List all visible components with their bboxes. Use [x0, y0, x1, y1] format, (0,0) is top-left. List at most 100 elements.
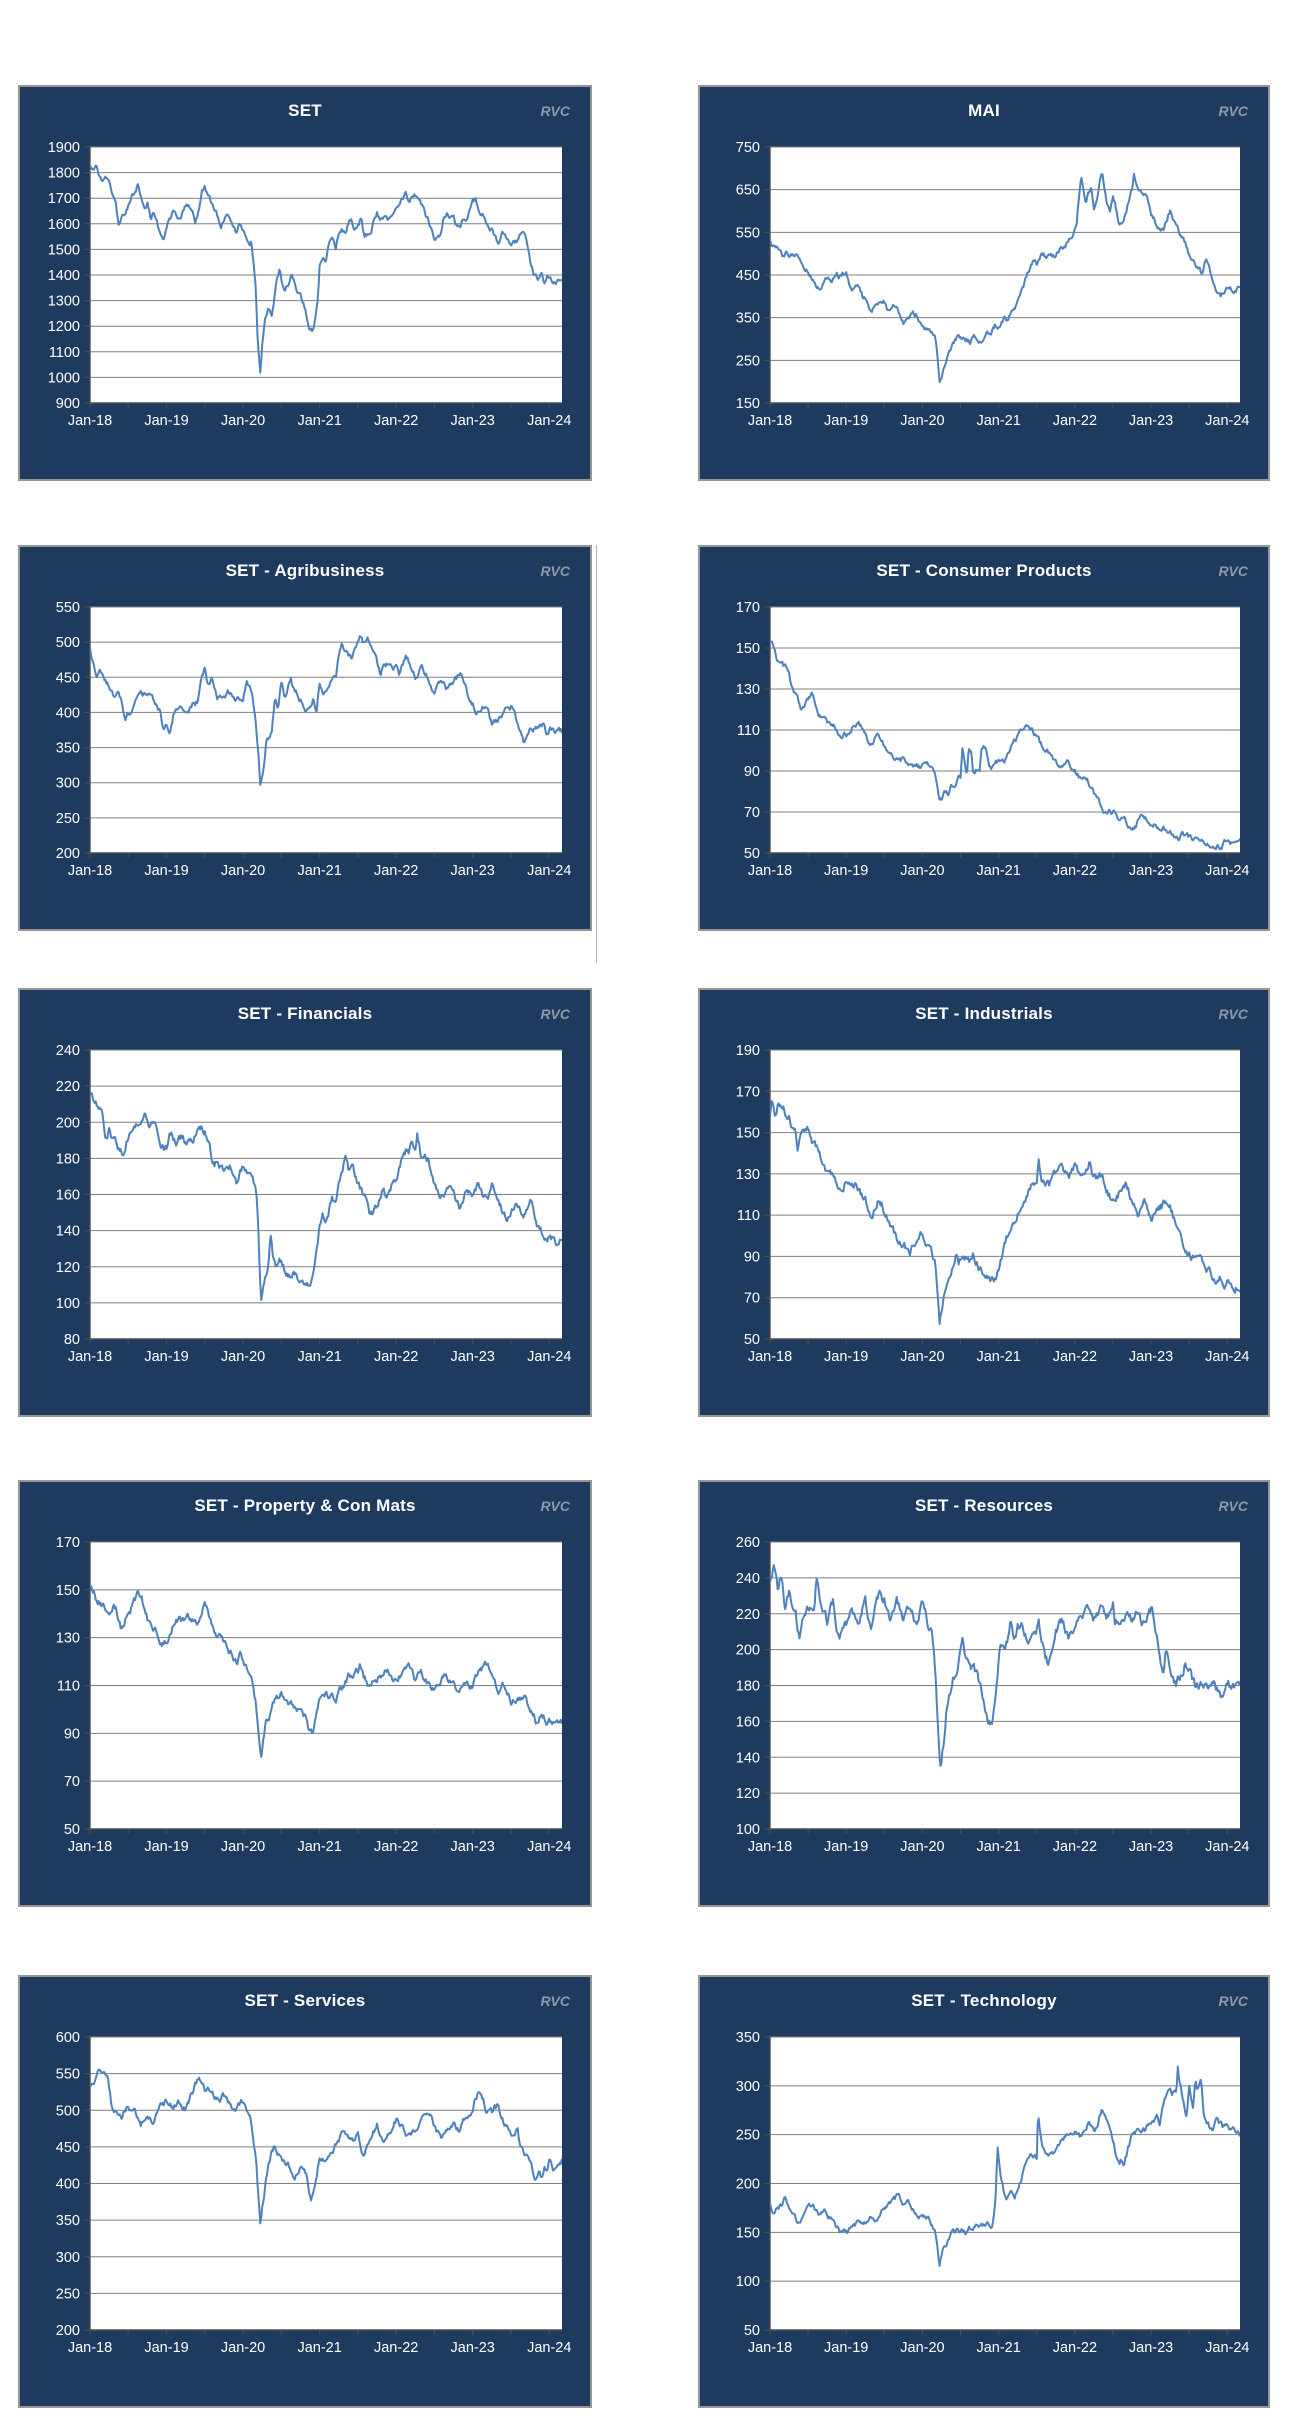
watermark-rvc: RVC: [540, 103, 570, 119]
svg-text:130: 130: [736, 1167, 760, 1183]
chart-title: SET - Financials: [237, 1004, 373, 1023]
svg-text:Jan-20: Jan-20: [900, 1349, 944, 1365]
line-chart: 50 70 90 110 130 150 170 Jan-18 Jan-19 Jan-20 Jan-…: [736, 600, 1250, 879]
svg-text:Jan-24: Jan-24: [1205, 413, 1249, 429]
chart-header: SET - Technology RVC: [700, 1991, 1268, 2017]
svg-text:220: 220: [736, 1607, 760, 1623]
svg-text:Jan-24: Jan-24: [1205, 863, 1249, 879]
svg-text:Jan-21: Jan-21: [976, 1839, 1020, 1855]
svg-text:1500: 1500: [48, 242, 80, 258]
watermark-rvc: RVC: [540, 563, 570, 579]
chart-title: SET - Technology: [911, 1991, 1057, 2010]
svg-text:Jan-24: Jan-24: [527, 863, 571, 879]
svg-text:190: 190: [736, 1043, 760, 1059]
chart-header: MAI RVC: [700, 101, 1268, 127]
chart-card-set-financials: SET - Financials RVC 80 100 120 140 160 180 20…: [18, 988, 592, 1417]
svg-text:200: 200: [56, 846, 80, 862]
svg-text:1300: 1300: [48, 294, 80, 310]
svg-text:Jan-20: Jan-20: [221, 413, 265, 429]
svg-text:140: 140: [736, 1750, 760, 1766]
svg-text:Jan-22: Jan-22: [1053, 2340, 1097, 2356]
svg-text:1100: 1100: [49, 345, 80, 361]
svg-text:500: 500: [56, 635, 80, 651]
watermark-rvc: RVC: [1218, 1498, 1248, 1514]
svg-text:70: 70: [744, 1291, 760, 1307]
svg-text:170: 170: [56, 1535, 80, 1551]
svg-text:Jan-18: Jan-18: [748, 1839, 792, 1855]
chart-card-set-agribusiness: SET - Agribusiness RVC 200 250 300 350 400 45…: [18, 545, 592, 931]
svg-text:150: 150: [736, 396, 760, 412]
chart-title: SET - Property & Con Mats: [194, 1496, 416, 1515]
svg-text:180: 180: [56, 1151, 80, 1167]
chart-header: SET - Financials RVC: [20, 1004, 590, 1030]
svg-text:70: 70: [64, 1774, 80, 1790]
watermark-rvc: RVC: [1218, 563, 1248, 579]
chart-card-set-consumer-products: SET - Consumer Products RVC 50 70 90 110 130…: [698, 545, 1270, 931]
svg-text:1800: 1800: [48, 166, 80, 182]
chart-title: SET - Industrials: [915, 1004, 1053, 1023]
svg-text:Jan-23: Jan-23: [1129, 1349, 1173, 1365]
svg-text:1000: 1000: [48, 370, 80, 386]
svg-text:100: 100: [736, 2274, 760, 2290]
svg-text:200: 200: [56, 1115, 80, 1131]
chart-title: SET - Consumer Products: [876, 561, 1092, 580]
svg-text:Jan-21: Jan-21: [297, 863, 341, 879]
svg-text:Jan-18: Jan-18: [68, 413, 112, 429]
chart-title: SET - Agribusiness: [225, 561, 385, 580]
line-chart: 50 100 150 200 250 300 350 Jan-18 Jan-19 Jan-20 Ja…: [736, 2030, 1250, 2356]
svg-text:300: 300: [56, 776, 80, 792]
svg-text:1700: 1700: [48, 191, 80, 207]
svg-text:Jan-18: Jan-18: [68, 2340, 112, 2356]
chart-title: SET: [288, 101, 322, 120]
svg-text:Jan-24: Jan-24: [1205, 1349, 1249, 1365]
svg-text:Jan-24: Jan-24: [527, 2340, 571, 2356]
line-chart: 100 120 140 160 180 200 220 240 260 Jan-18 Jan-19 J…: [736, 1535, 1250, 1855]
svg-text:110: 110: [57, 1679, 80, 1695]
svg-text:250: 250: [736, 2128, 760, 2144]
svg-text:70: 70: [744, 805, 760, 821]
svg-text:Jan-19: Jan-19: [824, 413, 868, 429]
svg-text:Jan-20: Jan-20: [900, 413, 944, 429]
chart-header: SET - Agribusiness RVC: [20, 561, 590, 587]
chart-header: SET - Resources RVC: [700, 1496, 1268, 1522]
svg-text:Jan-23: Jan-23: [1129, 2340, 1173, 2356]
svg-text:80: 80: [64, 1332, 80, 1348]
svg-text:110: 110: [737, 723, 760, 739]
svg-text:Jan-22: Jan-22: [374, 1349, 418, 1365]
svg-text:170: 170: [736, 600, 760, 616]
svg-text:Jan-19: Jan-19: [824, 863, 868, 879]
svg-text:Jan-18: Jan-18: [748, 413, 792, 429]
svg-text:450: 450: [56, 2140, 80, 2156]
svg-text:200: 200: [736, 2177, 760, 2193]
svg-text:400: 400: [56, 2177, 80, 2193]
svg-text:Jan-19: Jan-19: [144, 863, 188, 879]
svg-text:150: 150: [56, 1583, 80, 1599]
svg-text:550: 550: [56, 2067, 80, 2083]
svg-text:90: 90: [64, 1726, 80, 1742]
svg-text:350: 350: [56, 741, 80, 757]
spreadsheet-gridline-artifact: [596, 545, 597, 963]
svg-text:Jan-22: Jan-22: [1053, 1349, 1097, 1365]
svg-text:Jan-19: Jan-19: [144, 413, 188, 429]
svg-text:Jan-18: Jan-18: [68, 1839, 112, 1855]
svg-text:Jan-21: Jan-21: [297, 2340, 341, 2356]
svg-text:240: 240: [736, 1571, 760, 1587]
line-chart: 80 100 120 140 160 180 200 220 240 Jan-18 Jan-19 Ja…: [56, 1043, 572, 1365]
svg-text:750: 750: [736, 140, 760, 156]
svg-text:350: 350: [736, 2030, 760, 2046]
svg-text:650: 650: [736, 183, 760, 199]
svg-text:160: 160: [56, 1188, 80, 1204]
svg-text:220: 220: [56, 1079, 80, 1095]
chart-card-set-technology: SET - Technology RVC 50 100 150 200 250 300 35…: [698, 1975, 1270, 2408]
svg-text:160: 160: [736, 1714, 760, 1730]
svg-text:Jan-24: Jan-24: [1205, 1839, 1249, 1855]
svg-text:Jan-18: Jan-18: [748, 863, 792, 879]
svg-text:Jan-19: Jan-19: [824, 1349, 868, 1365]
svg-text:Jan-21: Jan-21: [976, 1349, 1020, 1365]
svg-text:150: 150: [736, 641, 760, 657]
svg-text:90: 90: [744, 1249, 760, 1265]
svg-text:Jan-20: Jan-20: [900, 2340, 944, 2356]
svg-text:Jan-23: Jan-23: [1129, 413, 1173, 429]
svg-text:450: 450: [736, 268, 760, 284]
svg-text:Jan-20: Jan-20: [221, 863, 265, 879]
